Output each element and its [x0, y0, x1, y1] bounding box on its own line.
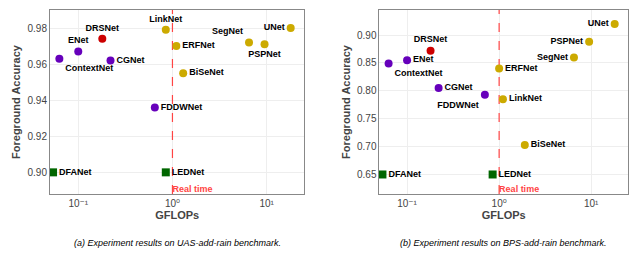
svg-text:0.75: 0.75	[357, 113, 377, 124]
svg-text:LEDNet: LEDNet	[172, 167, 205, 177]
svg-text:0.70: 0.70	[357, 141, 377, 152]
svg-text:ContextNet: ContextNet	[65, 63, 113, 73]
svg-text:0.90: 0.90	[28, 167, 48, 178]
svg-text:(b) Experiment results on BPS-: (b) Experiment results on BPS-add-rain b…	[400, 238, 607, 248]
svg-text:PSPNet: PSPNet	[551, 36, 584, 46]
svg-text:0.85: 0.85	[357, 57, 377, 68]
svg-text:(a) Experiment results on UAS-: (a) Experiment results on UAS-add-rain b…	[74, 238, 281, 248]
svg-text:DRSNet: DRSNet	[86, 23, 120, 33]
svg-text:Foreground Accuracy: Foreground Accuracy	[340, 44, 352, 159]
svg-text:DRSNet: DRSNet	[414, 34, 448, 44]
svg-text:10⁻¹: 10⁻¹	[397, 198, 417, 209]
svg-text:BiSeNet: BiSeNet	[531, 139, 566, 149]
svg-text:ContextNet: ContextNet	[395, 68, 443, 78]
svg-text:0.80: 0.80	[357, 85, 377, 96]
svg-text:10⁰: 10⁰	[492, 198, 507, 209]
svg-text:GFLOPs: GFLOPs	[155, 209, 199, 221]
svg-text:LEDNet: LEDNet	[499, 169, 532, 179]
svg-text:UNet: UNet	[588, 18, 609, 28]
svg-text:CGNet: CGNet	[445, 82, 473, 92]
svg-text:FDDWNet: FDDWNet	[161, 102, 203, 112]
svg-text:PSPNet: PSPNet	[248, 49, 281, 59]
svg-text:DFANet: DFANet	[59, 167, 92, 177]
svg-text:10⁰: 10⁰	[165, 198, 180, 209]
svg-text:LinkNet: LinkNet	[509, 93, 542, 103]
svg-text:LinkNet: LinkNet	[149, 14, 182, 24]
svg-text:0.92: 0.92	[28, 131, 48, 142]
svg-text:0.96: 0.96	[28, 59, 48, 70]
svg-text:ERFNet: ERFNet	[182, 40, 215, 50]
svg-text:ENet: ENet	[68, 35, 89, 45]
svg-text:0.94: 0.94	[28, 95, 48, 106]
svg-text:CGNet: CGNet	[117, 55, 145, 65]
svg-text:GFLOPs: GFLOPs	[482, 209, 526, 221]
svg-text:0.90: 0.90	[357, 30, 377, 41]
svg-text:BiSeNet: BiSeNet	[189, 67, 224, 77]
svg-text:DFANet: DFANet	[388, 169, 421, 179]
svg-text:SegNet: SegNet	[212, 26, 243, 36]
svg-text:0.65: 0.65	[357, 169, 377, 180]
svg-text:10¹: 10¹	[584, 198, 599, 209]
svg-text:UNet: UNet	[264, 22, 285, 32]
svg-text:ENet: ENet	[413, 54, 434, 64]
svg-text:Real time: Real time	[172, 184, 212, 194]
svg-text:Foreground Accuracy: Foreground Accuracy	[10, 44, 22, 159]
svg-text:ERFNet: ERFNet	[505, 63, 538, 73]
svg-text:10¹: 10¹	[259, 198, 274, 209]
svg-text:FDDWNet: FDDWNet	[437, 100, 479, 110]
svg-text:Real time: Real time	[499, 184, 539, 194]
svg-text:10⁻¹: 10⁻¹	[68, 198, 88, 209]
svg-text:0.98: 0.98	[28, 23, 48, 34]
svg-text:SegNet: SegNet	[537, 52, 568, 62]
